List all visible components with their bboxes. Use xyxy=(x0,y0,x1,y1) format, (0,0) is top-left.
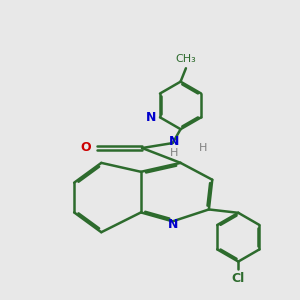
Text: Cl: Cl xyxy=(232,272,245,285)
Text: O: O xyxy=(81,141,92,154)
Text: N: N xyxy=(146,111,156,124)
Text: N: N xyxy=(168,218,178,231)
Text: CH₃: CH₃ xyxy=(176,54,196,64)
Text: H: H xyxy=(170,148,178,158)
Text: H: H xyxy=(199,143,207,153)
Text: N: N xyxy=(169,135,179,148)
